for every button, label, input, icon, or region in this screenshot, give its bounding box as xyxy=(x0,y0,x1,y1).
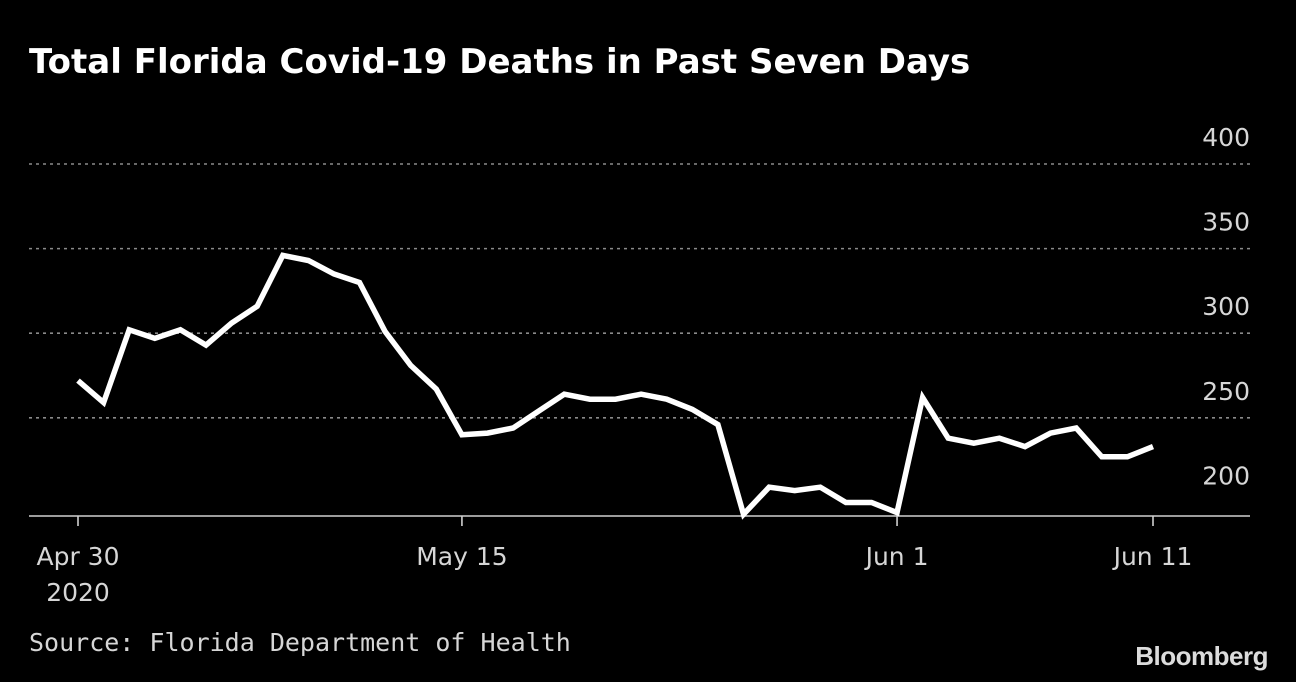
series-layer xyxy=(76,252,1155,520)
x-axis-tick-labels: Apr 30 2020 May 15 Jun 1 Jun 11 xyxy=(36,542,1192,607)
series-line-deaths xyxy=(76,252,1155,520)
x-tick-label: Jun 1 xyxy=(864,542,929,571)
gridlines xyxy=(29,163,1250,419)
y-tick-label-300: 300 xyxy=(1202,292,1250,321)
x-tick-year-label: 2020 xyxy=(46,578,110,607)
y-axis-tick-labels: 200 250 300 350 400 xyxy=(1202,123,1250,490)
x-tick-label: May 15 xyxy=(416,542,507,571)
source-note: Source: Florida Department of Health xyxy=(29,628,571,657)
x-tick-label: Apr 30 xyxy=(36,542,119,571)
x-tick-label: Jun 11 xyxy=(1112,542,1193,571)
y-tick-label-400: 400 xyxy=(1202,123,1250,152)
x-axis xyxy=(29,515,1250,526)
bloomberg-logo: Bloomberg xyxy=(1135,641,1268,671)
y-tick-label-250: 250 xyxy=(1202,377,1250,406)
y-tick-label-200: 200 xyxy=(1202,461,1250,490)
y-tick-label-350: 350 xyxy=(1202,208,1250,237)
chart-title: Total Florida Covid-19 Deaths in Past Se… xyxy=(29,42,971,82)
